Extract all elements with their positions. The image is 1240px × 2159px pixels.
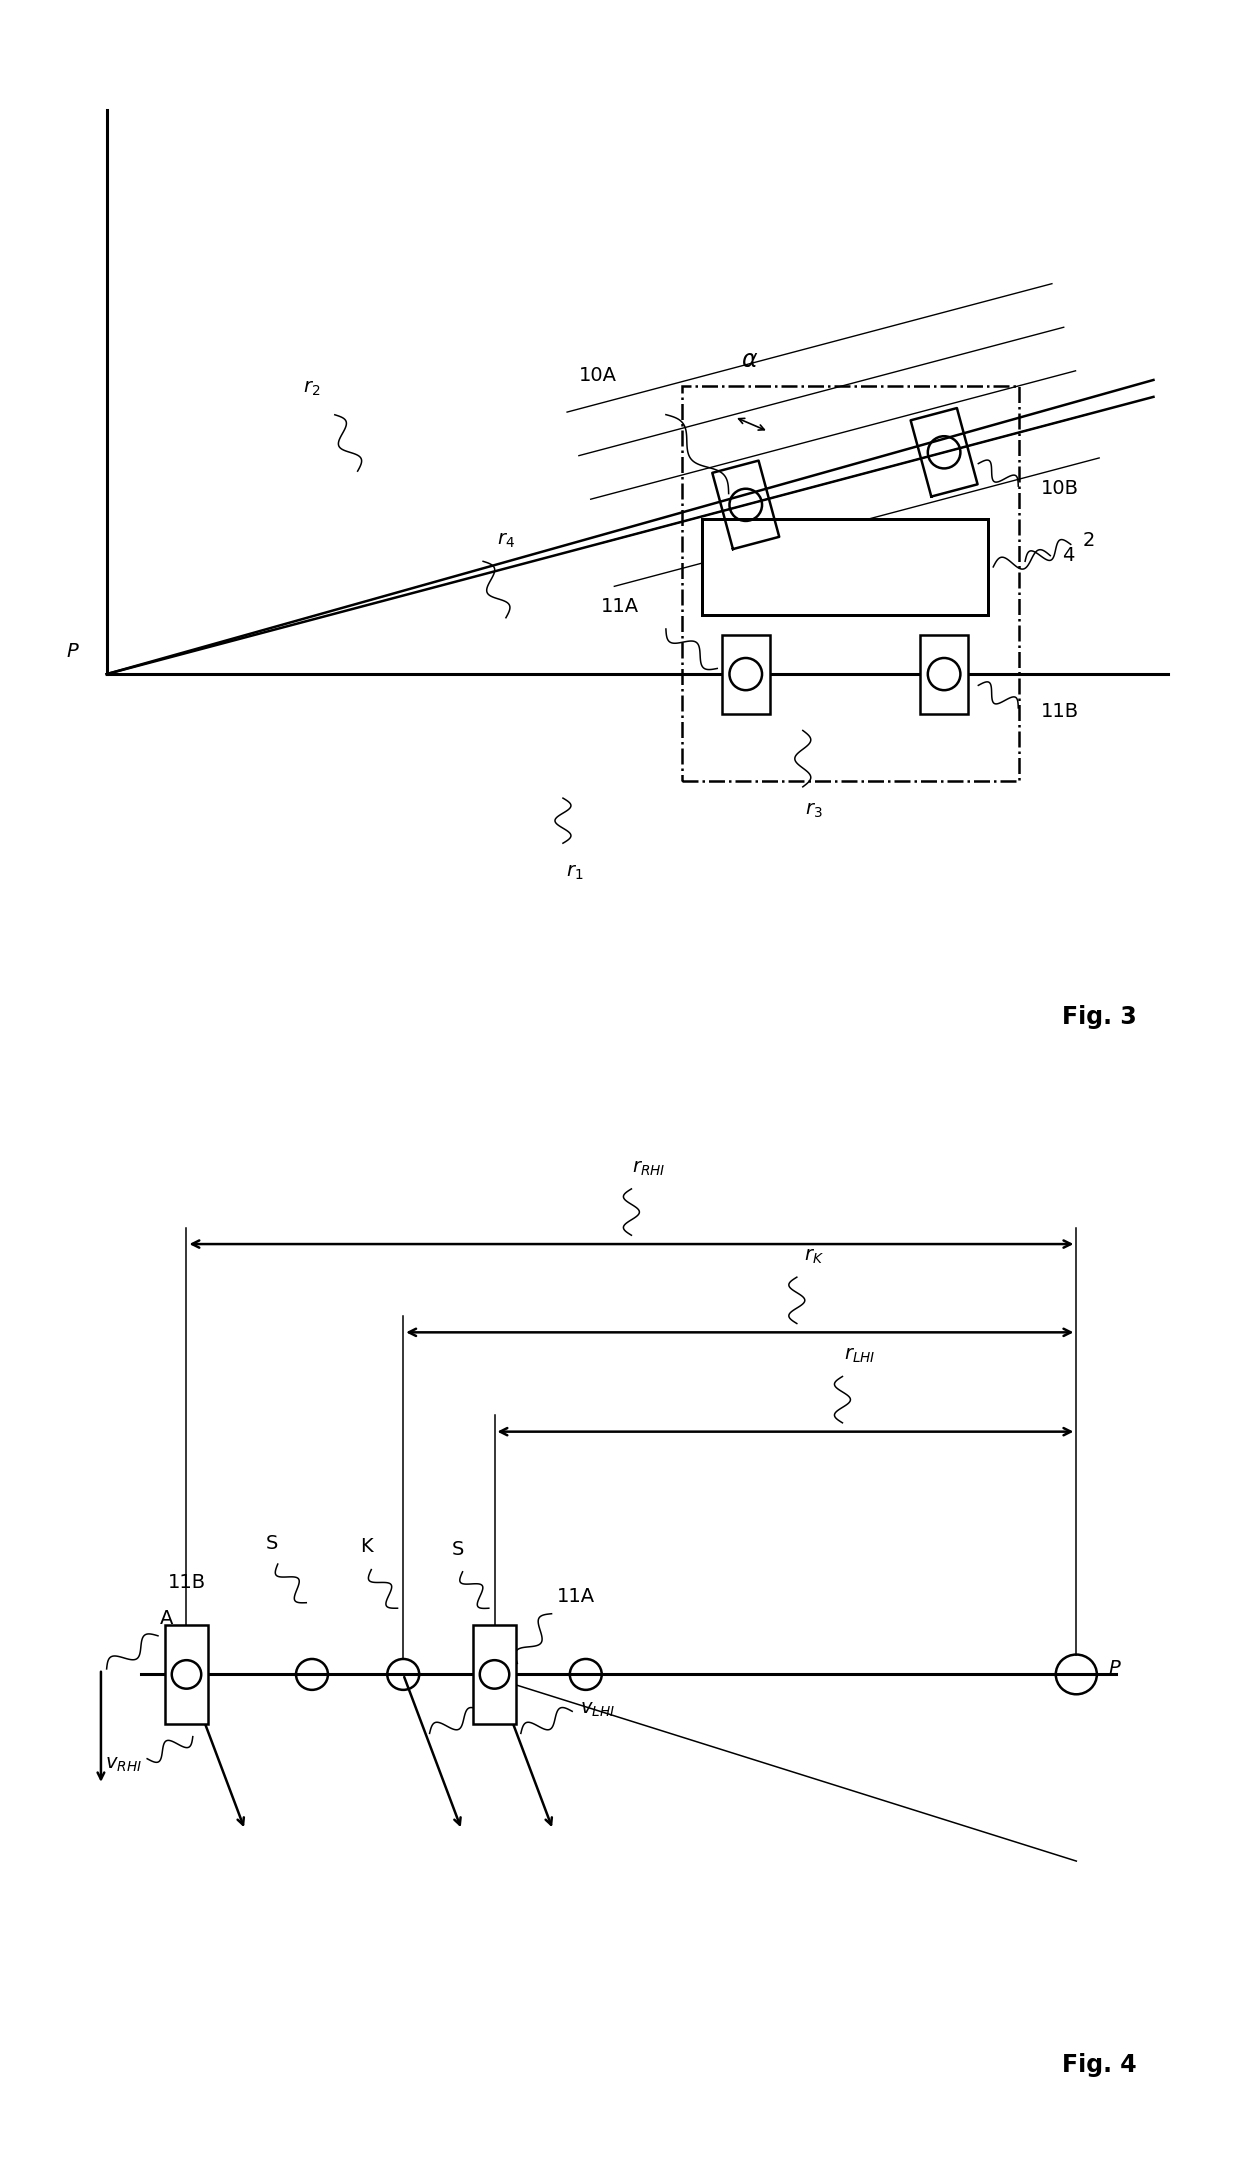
Text: Fig. 3: Fig. 3 [1061, 1004, 1137, 1028]
Text: $r_2$: $r_2$ [304, 378, 321, 397]
Bar [165, 1626, 208, 1725]
Text: $v_K$: $v_K$ [489, 1699, 512, 1719]
Text: $r_4$: $r_4$ [497, 531, 515, 551]
Text: S: S [451, 1539, 464, 1559]
Text: $r_1$: $r_1$ [565, 864, 583, 883]
Text: A: A [160, 1608, 174, 1628]
Text: $r_3$: $r_3$ [806, 801, 823, 820]
Bar [682, 386, 1019, 782]
Text: P: P [67, 641, 78, 661]
Text: 2: 2 [1083, 531, 1095, 551]
Text: S: S [265, 1535, 278, 1552]
Text: Fig. 4: Fig. 4 [1061, 2053, 1136, 2077]
Text: $v_{RHI}$: $v_{RHI}$ [104, 1755, 141, 1775]
Text: 4: 4 [1061, 546, 1074, 566]
Text: $v_{LHI}$: $v_{LHI}$ [580, 1699, 615, 1719]
Bar [920, 635, 968, 712]
Text: $\alpha$: $\alpha$ [740, 348, 758, 371]
Bar [722, 635, 770, 712]
Text: 11B: 11B [167, 1572, 206, 1591]
Text: 11B: 11B [1042, 702, 1079, 721]
Text: $r_{LHI}$: $r_{LHI}$ [843, 1347, 875, 1364]
Text: K: K [361, 1537, 373, 1557]
Text: 11A: 11A [601, 598, 640, 615]
Text: $r_K$: $r_K$ [804, 1248, 823, 1265]
Bar [702, 518, 987, 615]
Text: 10B: 10B [1042, 479, 1079, 499]
Text: $r_{RHI}$: $r_{RHI}$ [632, 1159, 665, 1179]
Text: P: P [1109, 1660, 1120, 1678]
Text: 11A: 11A [557, 1587, 595, 1606]
Text: 10A: 10A [578, 365, 616, 384]
Bar [472, 1626, 516, 1725]
